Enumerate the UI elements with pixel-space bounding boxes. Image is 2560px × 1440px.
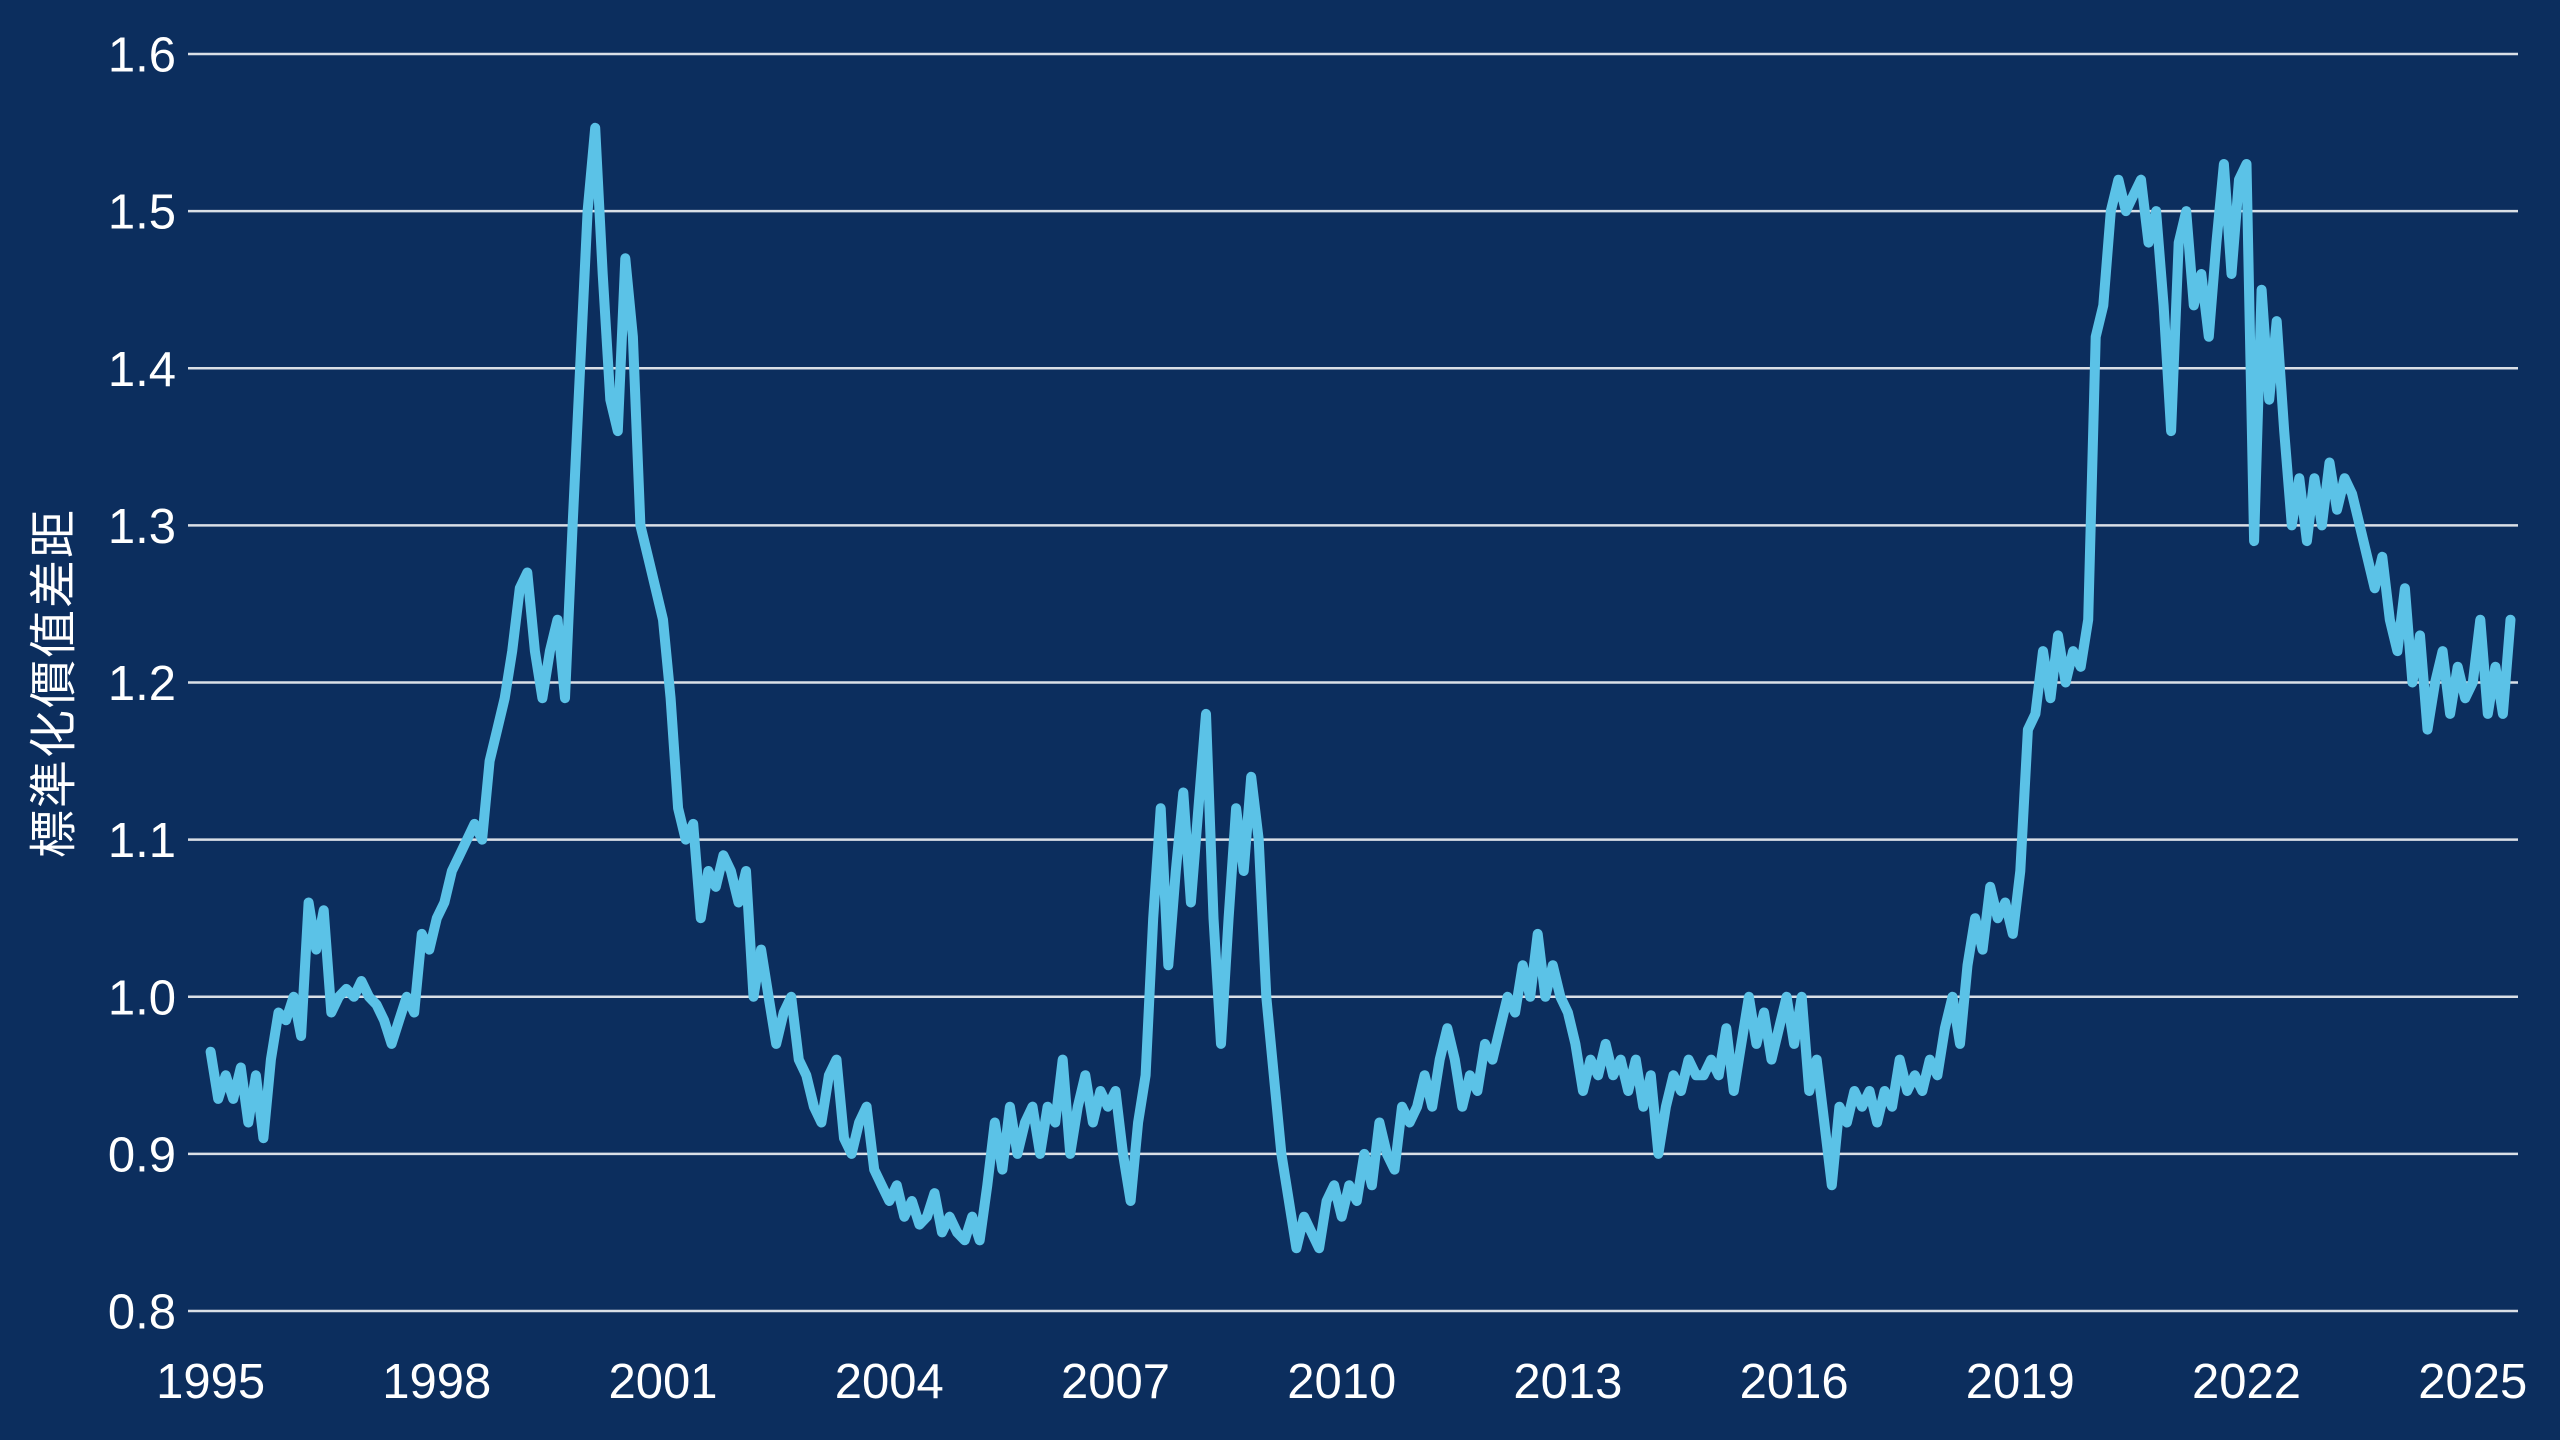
x-tick-label: 2004 xyxy=(835,1355,944,1409)
x-tick-label: 2013 xyxy=(1513,1355,1622,1409)
x-tick-label: 2019 xyxy=(1966,1355,2075,1409)
x-tick-label: 2007 xyxy=(1061,1355,1170,1409)
y-tick-label: 1.4 xyxy=(108,343,176,397)
y-tick-label: 1.1 xyxy=(108,814,176,868)
y-tick-label: 0.8 xyxy=(108,1286,176,1340)
x-tick-label: 2010 xyxy=(1287,1355,1396,1409)
x-tick-label: 2025 xyxy=(2418,1355,2527,1409)
y-tick-label: 0.9 xyxy=(108,1129,176,1183)
y-tick-label: 1.6 xyxy=(108,29,176,83)
x-tick-label: 1995 xyxy=(156,1355,265,1409)
y-tick-labels: 0.8 0.9 1.0 1.1 1.2 1.3 1.4 1.5 1.6 xyxy=(108,29,176,1340)
x-tick-label: 2022 xyxy=(2192,1355,2301,1409)
series-line-value-spread xyxy=(205,122,2516,1254)
x-tick-labels: 1995 1998 2001 2004 2007 2010 2013 2016 2019 2022… xyxy=(156,1355,2527,1409)
y-tick-label: 1.0 xyxy=(108,971,176,1025)
y-tick-label: 1.5 xyxy=(108,186,176,240)
x-tick-label: 2016 xyxy=(1740,1355,1849,1409)
y-tick-label: 1.3 xyxy=(108,500,176,554)
y-tick-label: 1.2 xyxy=(108,657,176,711)
x-tick-label: 2001 xyxy=(608,1355,717,1409)
x-tick-label: 1998 xyxy=(382,1355,491,1409)
